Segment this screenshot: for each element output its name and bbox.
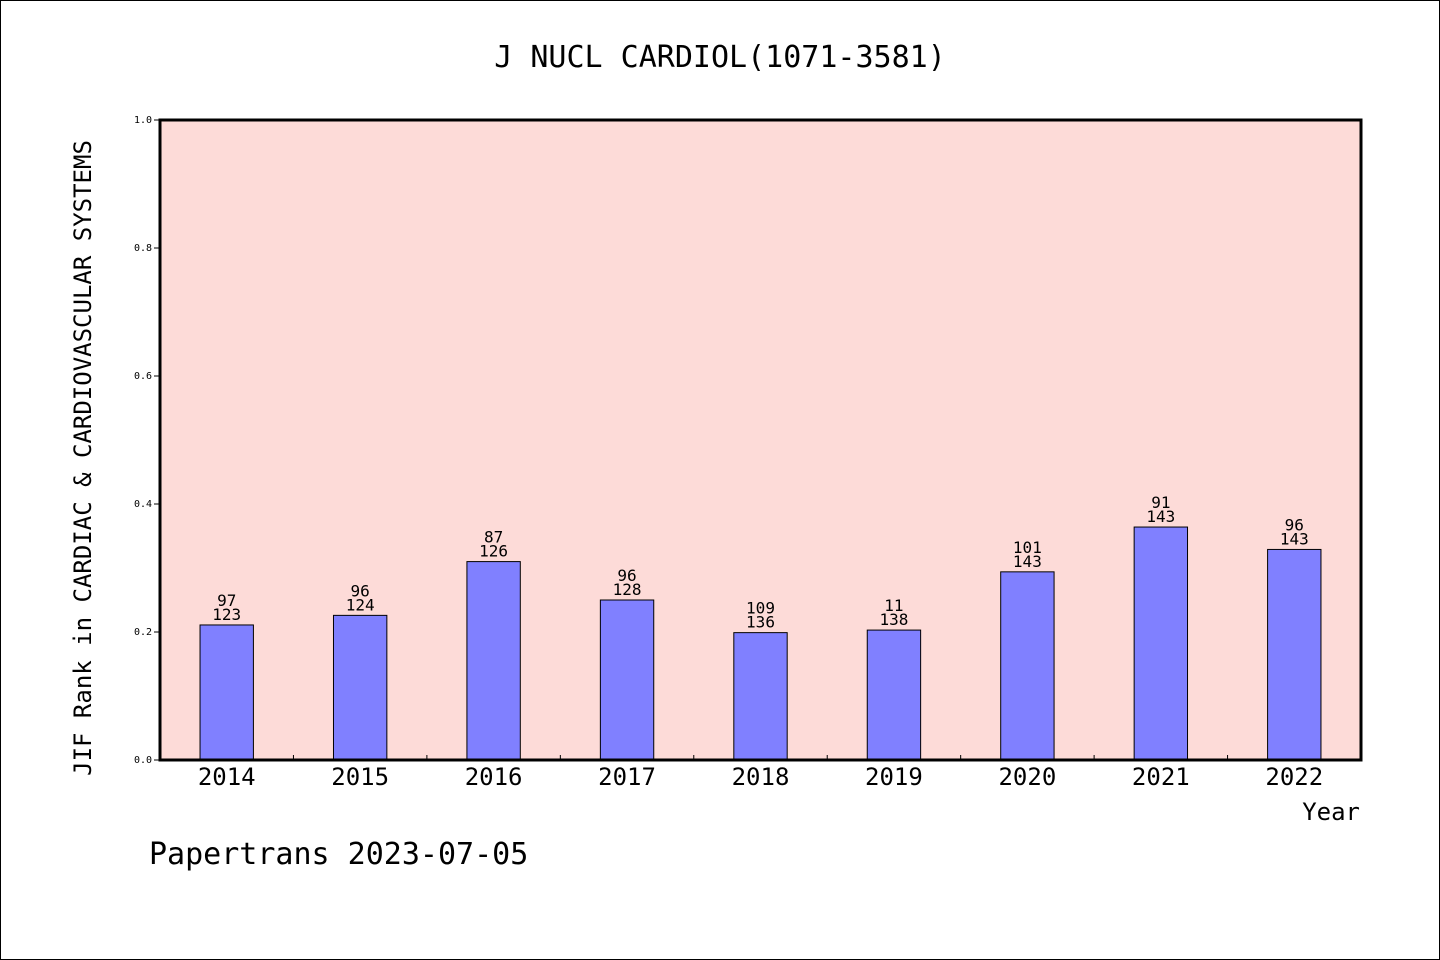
x-tick-label-2022: 2022 <box>1265 763 1323 791</box>
bar-rank-label-2019: 11 <box>884 596 903 615</box>
bar-2022 <box>1267 548 1322 761</box>
bar-total-label-2019: 138 <box>879 610 908 629</box>
bar-2020 <box>1000 571 1055 761</box>
y-tick-label: 0.8 <box>134 243 152 254</box>
x-tick-label-2014: 2014 <box>198 763 256 791</box>
bar-labels: 9712396124871269612810913611138101143911… <box>212 493 1308 632</box>
bar-2019 <box>866 629 922 761</box>
y-tick-label: 0.4 <box>134 499 152 510</box>
bar-rank-label-2022: 96 <box>1285 515 1304 534</box>
footer-text: Papertrans 2023-07-05 <box>149 837 528 872</box>
y-tick-label: 0.6 <box>134 371 152 382</box>
chart-title: J NUCL CARDIOL(1071-3581) <box>494 40 946 75</box>
bar-total-label-2016: 126 <box>479 542 508 561</box>
bar-total-label-2020: 143 <box>1013 552 1042 571</box>
bar-2017 <box>599 599 655 761</box>
x-tick-label-2018: 2018 <box>732 763 790 791</box>
bar-rank-label-2018: 109 <box>746 599 775 618</box>
bar-2021 <box>1133 526 1189 761</box>
bar-rank-label-2017: 96 <box>617 566 636 585</box>
x-tick-label-2019: 2019 <box>865 763 923 791</box>
bar-rank-label-2015: 96 <box>351 581 370 600</box>
bar-total-label-2017: 128 <box>613 580 642 599</box>
bar-total-label-2021: 143 <box>1146 507 1175 526</box>
y-tick-label: 0.0 <box>134 755 152 766</box>
bar-2018 <box>733 632 788 761</box>
x-tick-label-2020: 2020 <box>998 763 1056 791</box>
x-tick-label-2016: 2016 <box>465 763 523 791</box>
bar-total-label-2018: 136 <box>746 613 775 632</box>
bar-2016 <box>466 561 521 761</box>
bar-rank-label-2021: 91 <box>1151 493 1170 512</box>
x-axis-label: Year <box>1302 798 1360 826</box>
y-axis-label: JIF Rank in CARDIAC & CARDIOVASCULAR SYS… <box>69 140 97 776</box>
x-tick-label-2017: 2017 <box>598 763 656 791</box>
plot-border <box>158 118 1363 762</box>
y-tick-label: 1.0 <box>134 115 152 126</box>
y-tick-label: 0.2 <box>134 627 152 638</box>
bar-total-label-2022: 143 <box>1280 529 1309 548</box>
bar-total-label-2014: 123 <box>212 605 241 624</box>
bar-total-label-2015: 124 <box>346 595 375 614</box>
x-tick-label-2021: 2021 <box>1132 763 1190 791</box>
bar-rank-label-2020: 101 <box>1013 538 1042 557</box>
x-tick-label-2015: 2015 <box>331 763 389 791</box>
bar-2014 <box>199 624 254 761</box>
y-axis-ticks: 0.0 0.2 0.4 0.6 0.8 1.0 <box>134 115 160 766</box>
bar-rank-label-2016: 87 <box>484 528 503 547</box>
bar-2015 <box>332 614 388 761</box>
bar-rank-label-2014: 97 <box>217 591 236 610</box>
x-axis-ticks: 2014 2015 2016 2017 2018 2019 2020 2021 2022 <box>198 755 1323 791</box>
